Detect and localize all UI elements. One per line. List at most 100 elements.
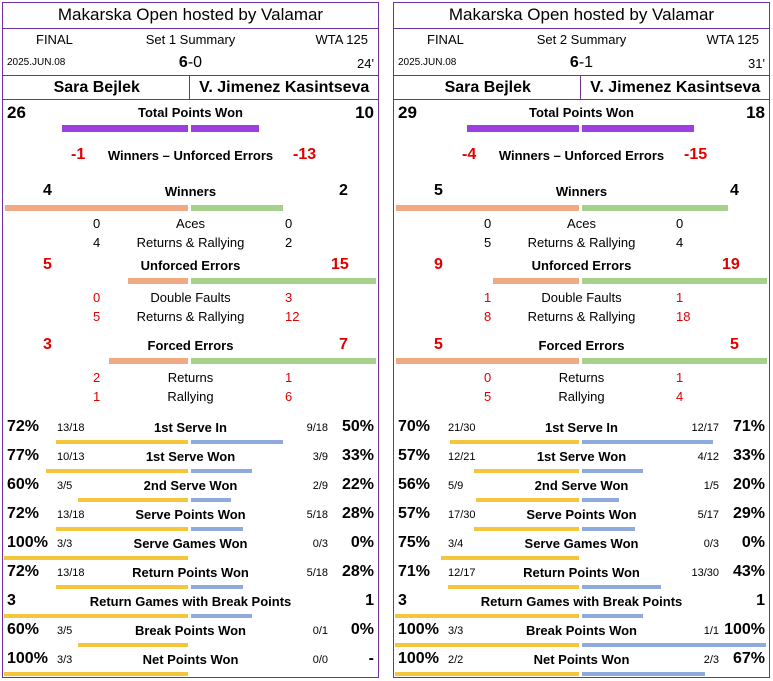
stat-bar-p1: [395, 614, 579, 618]
unforced-p1: 5: [43, 256, 52, 273]
winners-minus-ue-p2: -15: [684, 146, 708, 163]
stat-p1-value: 71%: [398, 563, 431, 580]
match-date: 2025.JUN.08: [7, 57, 66, 68]
winners-sub-label: Returns & Rallying: [527, 235, 636, 250]
unforced-sub-p2: 18: [676, 309, 691, 324]
winners-p1: 4: [43, 182, 52, 199]
stat-bar-p2: [582, 614, 643, 618]
stat-label: Return Games with Break Points: [89, 594, 292, 609]
forced-bar-p2: [191, 358, 376, 364]
stat-bar-p1: [474, 527, 579, 531]
unforced-p1: 9: [434, 256, 443, 273]
stat-p2-fraction: 13/30: [691, 567, 719, 579]
winners-minus-ue-label: Winners – Unforced Errors: [107, 148, 274, 163]
set2-summary-panel: Makarska Open hosted by Valamar FINAL Set …: [393, 2, 770, 678]
stat-p1-fraction: 12/21: [448, 451, 476, 463]
winners-minus-ue-p1: -4: [462, 146, 477, 163]
score-separator: -: [578, 54, 585, 71]
winners-sub-p1: 4: [93, 235, 101, 250]
winners-p2: 4: [730, 182, 739, 199]
stat-bar-p2: [191, 585, 243, 589]
set1-summary-panel: Makarska Open hosted by Valamar FINAL Set …: [2, 2, 379, 678]
forced-bar-p1: [109, 358, 188, 364]
stat-p2-value: 20%: [732, 476, 765, 493]
stat-p1-value: 72%: [7, 505, 40, 522]
stat-label: Return Points Won: [132, 565, 249, 580]
stat-p2-value: -: [368, 650, 374, 667]
stat-p1-fraction: 3/3: [57, 538, 73, 550]
unforced-bar-p2: [191, 278, 376, 284]
stat-p1-fraction: 17/30: [448, 509, 476, 521]
forced-p1: 5: [434, 336, 443, 353]
forced-sub-label: Rallying: [167, 389, 214, 404]
forced-label: Forced Errors: [147, 338, 234, 353]
stat-bar-p1: [4, 672, 188, 676]
stat-p2-value: 28%: [341, 563, 374, 580]
stat-p2-fraction: 12/17: [691, 422, 719, 434]
stat-p1-value: 72%: [7, 563, 40, 580]
stat-p1-value: 72%: [7, 418, 40, 435]
stat-p2-fraction: 5/18: [306, 509, 328, 521]
winners-bar-p2: [191, 205, 283, 211]
forced-bar-p1: [396, 358, 579, 364]
stat-label: Serve Points Won: [135, 507, 246, 522]
stat-p1-fraction: 3/5: [57, 480, 73, 492]
tournament-title: Makarska Open hosted by Valamar: [57, 5, 324, 24]
forced-p2: 7: [339, 336, 348, 353]
stat-p1-fraction: 13/18: [57, 422, 85, 434]
stat-p2-fraction: 0/3: [312, 538, 328, 550]
stat-p2-value: 1: [365, 592, 374, 609]
stat-p2-value: 0%: [350, 534, 374, 551]
forced-label: Forced Errors: [538, 338, 625, 353]
round-label: FINAL: [36, 32, 73, 47]
stat-p2-value: 0%: [350, 621, 374, 638]
stat-p2-fraction: 4/12: [697, 451, 719, 463]
forced-sub-p1: 2: [93, 370, 101, 385]
score-player2: 1: [584, 54, 594, 71]
stat-label: Serve Points Won: [526, 507, 637, 522]
stat-p2-value: 28%: [341, 505, 374, 522]
winners-bar-p2: [582, 205, 729, 211]
total-points-bar-p2: [191, 125, 260, 132]
stat-p1-value: 60%: [7, 621, 40, 638]
stat-p1-value: 56%: [398, 476, 431, 493]
winners-bar-p1: [396, 205, 579, 211]
tour-label: WTA 125: [315, 32, 368, 47]
stat-p1-value: 3: [7, 592, 16, 609]
player2-name: V. Jimenez Kasintseva: [590, 79, 761, 96]
stat-bar-p2: [582, 585, 662, 589]
stat-bar-p1: [55, 585, 188, 589]
set-duration: 31': [748, 56, 765, 71]
unforced-sub-p1: 8: [484, 309, 492, 324]
set-score: 6-1: [394, 54, 769, 72]
stat-p2-value: 50%: [341, 418, 374, 435]
unforced-sub-label: Double Faults: [150, 290, 231, 305]
title-divider: [394, 28, 769, 29]
player1-name: Sara Bejlek: [53, 79, 140, 96]
stat-p1-fraction: 5/9: [448, 480, 464, 492]
names-separator: [189, 75, 190, 99]
stat-bar-p1: [55, 527, 188, 531]
stat-label: 2nd Serve Won: [534, 478, 629, 493]
winners-p1: 5: [434, 182, 443, 199]
stat-p2-fraction: 5/17: [697, 509, 719, 521]
score-player1: 6: [569, 54, 579, 71]
names-bottom-divider: [394, 99, 769, 100]
stat-p1-fraction: 21/30: [448, 422, 476, 434]
stat-bar-p2: [582, 498, 619, 502]
stat-label: Net Points Won: [142, 652, 239, 667]
stat-p1-fraction: 13/18: [57, 509, 85, 521]
unforced-p2: 19: [722, 256, 740, 273]
stat-p2-fraction: 0/3: [703, 538, 719, 550]
winners-sub-label: Aces: [567, 216, 596, 231]
total-points-label: Total Points Won: [138, 105, 243, 120]
stat-bar-p2: [191, 614, 252, 618]
stat-bar-p2: [191, 527, 243, 531]
forced-sub-p2: 6: [285, 389, 293, 404]
unforced-sub-label: Double Faults: [541, 290, 622, 305]
stat-bar-p1: [474, 469, 579, 473]
forced-sub-p1: 1: [93, 389, 101, 404]
stat-p2-value: 71%: [732, 418, 765, 435]
match-date: 2025.JUN.08: [398, 57, 457, 68]
total-points-p1: 29: [398, 103, 417, 122]
